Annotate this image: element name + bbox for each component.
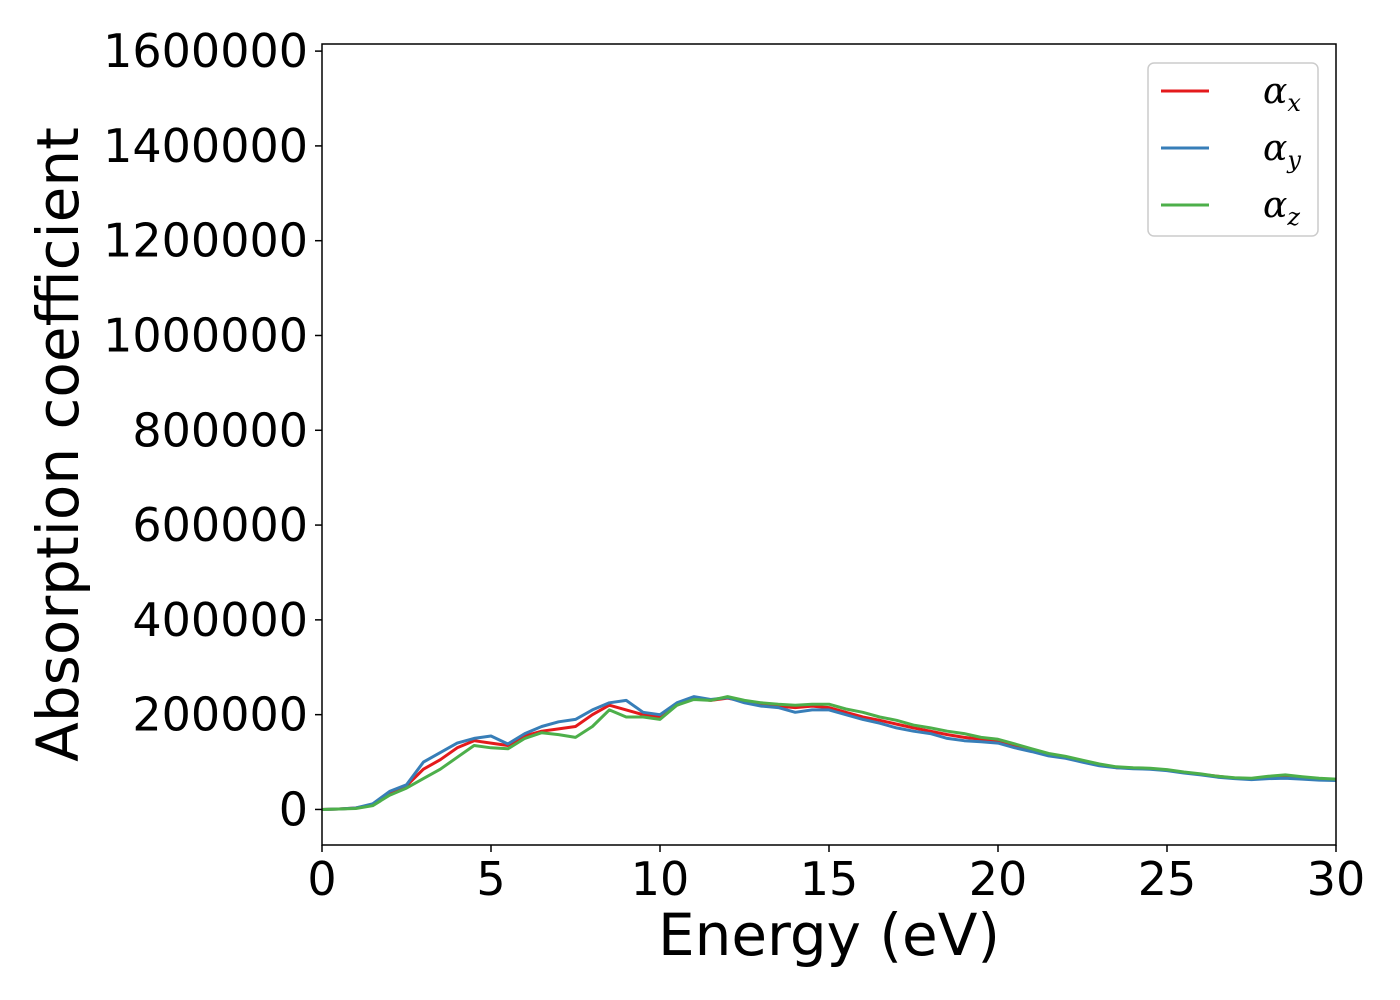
x-tick-label: 15: [800, 852, 859, 906]
y-tick-label: 1400000: [103, 119, 308, 173]
x-tick-label: 0: [307, 852, 336, 906]
y-tick-label: 200000: [132, 688, 308, 742]
y-tick-label: 1200000: [103, 214, 308, 268]
x-tick-label: 5: [476, 852, 505, 906]
y-tick-label: 600000: [132, 498, 308, 552]
y-tick-label: 400000: [132, 593, 308, 647]
series-layer: [322, 695, 1336, 811]
x-tick-label: 10: [631, 852, 690, 906]
y-tick-label: 1600000: [103, 24, 308, 78]
x-tick-label: 30: [1307, 852, 1366, 906]
x-tick-label: 20: [969, 852, 1028, 906]
y-tick-label: 1000000: [103, 308, 308, 362]
x-axis-label: Energy (eV): [658, 901, 1000, 969]
x-tick-label: 25: [1138, 852, 1197, 906]
y-axis-label: Absorption coefficient: [24, 127, 92, 762]
y-tick-label: 0: [279, 782, 308, 836]
y-tick-label: 800000: [132, 403, 308, 457]
x-axis-ticks: 0 5 10 15 20 25 30: [307, 845, 1365, 906]
series-line-alpha-x: [322, 696, 1336, 811]
y-axis-ticks: 0 200000 400000 600000 800000 1000000 1200000 1…: [103, 24, 322, 836]
series-line-alpha-z: [322, 695, 1336, 811]
legend-box: [1147, 62, 1319, 237]
series-line-alpha-y: [322, 695, 1336, 811]
